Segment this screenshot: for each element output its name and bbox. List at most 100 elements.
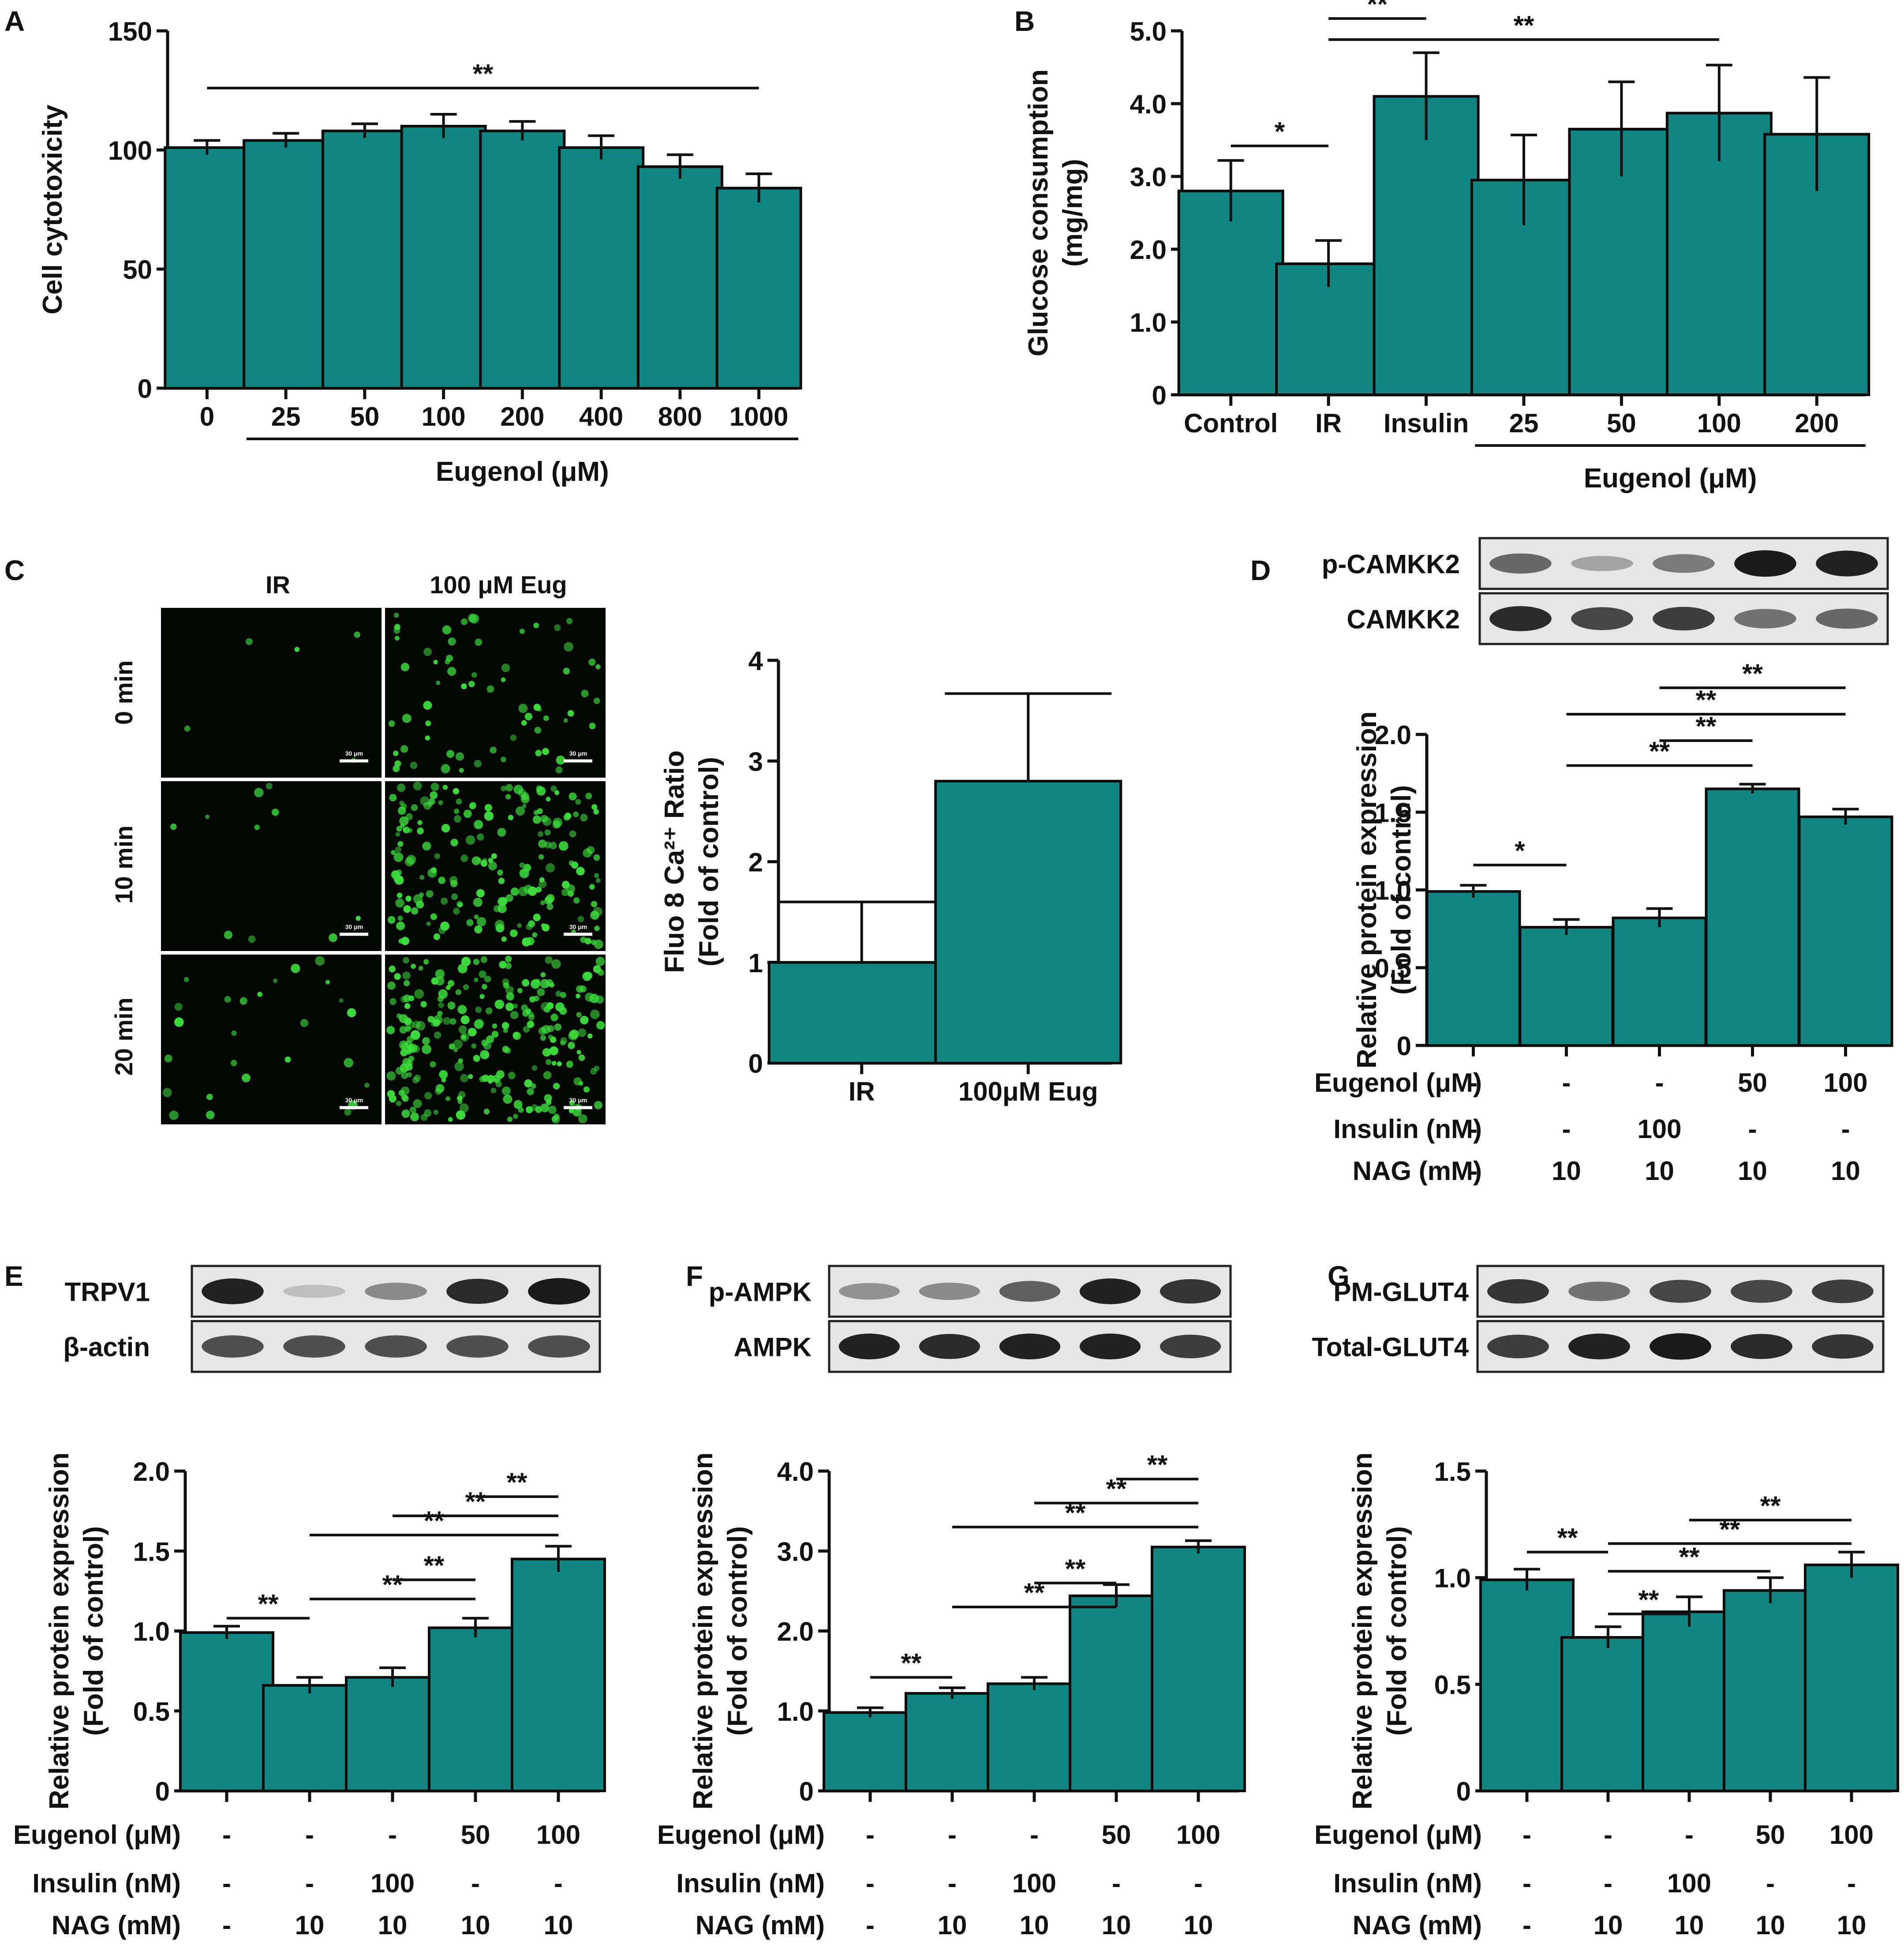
fluorescent-cell xyxy=(485,1007,493,1015)
fluorescent-cell xyxy=(594,940,603,949)
fluorescent-cell xyxy=(434,853,441,859)
condition-label: Eugenol (μM) xyxy=(1314,1068,1482,1097)
fluorescent-cell xyxy=(593,697,600,704)
condition-value: - xyxy=(554,1869,563,1898)
fluorescent-cell xyxy=(546,903,554,910)
fluorescent-cell xyxy=(400,663,410,671)
fluorescent-cell xyxy=(420,796,430,806)
y-axis-label-line: (Fold of control) xyxy=(722,1526,753,1736)
fluorescent-cell xyxy=(425,720,431,726)
fluorescent-cell xyxy=(426,921,431,926)
fluorescent-cell xyxy=(442,784,448,790)
x-tick-label: 1000 xyxy=(729,402,788,431)
blot-band xyxy=(1568,1281,1630,1301)
fluorescent-cell xyxy=(501,1022,509,1030)
fluorescent-cell xyxy=(519,862,525,868)
condition-value: - xyxy=(1112,1869,1121,1898)
fluorescent-cell xyxy=(354,631,360,638)
fluorescent-cell xyxy=(544,829,551,836)
fluorescent-cell xyxy=(550,1014,558,1022)
condition-value: 100 xyxy=(1637,1114,1681,1144)
fluorescent-cell xyxy=(539,880,547,888)
fluorescent-cell xyxy=(393,874,402,883)
condition-label: Eugenol (μM) xyxy=(13,1820,181,1850)
fluorescent-cell xyxy=(522,804,527,809)
fluorescent-cell xyxy=(543,715,549,721)
fluorescent-cell xyxy=(594,925,600,931)
blot-band xyxy=(1079,1333,1141,1359)
fluorescent-cell xyxy=(266,783,273,790)
fluorescent-cell xyxy=(520,629,525,634)
fluorescent-cell xyxy=(531,979,540,989)
fluorescent-cell xyxy=(546,1099,552,1105)
fluorescent-cell xyxy=(508,1071,516,1079)
fluorescent-cell xyxy=(526,937,535,946)
fluorescent-cell xyxy=(501,677,506,682)
fluorescent-cell xyxy=(535,749,542,756)
panel-label-A: A xyxy=(4,5,25,37)
fluorescent-cell xyxy=(579,1081,584,1086)
fluorescent-cell xyxy=(553,817,562,828)
fluorescent-cell xyxy=(535,1106,542,1113)
blot-band xyxy=(1653,554,1715,573)
fluorescent-cell xyxy=(503,982,509,989)
fluorescent-cell xyxy=(479,970,486,978)
fluorescent-cell xyxy=(488,858,494,863)
bar xyxy=(1151,1546,1246,1792)
condition-value: 10 xyxy=(1594,1910,1623,1940)
fluorescent-cell xyxy=(542,1048,551,1057)
condition-value: 100 xyxy=(1012,1869,1056,1898)
condition-value: 100 xyxy=(1176,1820,1220,1850)
condition-value: - xyxy=(1841,1114,1850,1144)
fluorescent-cell xyxy=(414,989,424,999)
fluorescent-cell xyxy=(491,853,497,859)
fluorescent-cell xyxy=(503,1028,508,1033)
condition-value: - xyxy=(1604,1869,1612,1898)
blot-band xyxy=(1653,607,1715,631)
fluorescent-cell xyxy=(205,814,210,819)
fluorescent-cell xyxy=(518,704,528,713)
fluorescent-cell xyxy=(440,921,449,931)
blot-label: p-CAMKK2 xyxy=(1322,550,1460,579)
fluorescent-cell xyxy=(394,973,401,980)
fluorescent-cell xyxy=(393,612,399,618)
condition-value: - xyxy=(305,1869,314,1898)
fluorescent-cell xyxy=(403,905,411,913)
fluorescent-cell xyxy=(498,877,505,884)
fluorescent-cell xyxy=(595,664,601,670)
fluorescent-cell xyxy=(474,914,479,920)
condition-value: - xyxy=(305,1820,314,1850)
fluorescent-cell xyxy=(396,1067,404,1075)
fluorescent-cell xyxy=(576,1050,581,1055)
fluorescent-cell xyxy=(413,894,423,904)
x-tick-label: Control xyxy=(1184,408,1278,438)
fluorescent-cell xyxy=(567,890,574,897)
bar xyxy=(321,129,408,389)
y-tick-label: 5.0 xyxy=(1130,17,1167,46)
bar xyxy=(1612,916,1707,1047)
y-axis-label-line: (Fold of control) xyxy=(79,1526,109,1736)
condition-value: - xyxy=(1604,1820,1612,1850)
y-axis-label-line: Relative protein expression xyxy=(688,1453,718,1810)
fluorescent-cell xyxy=(448,1117,453,1122)
fluorescent-cell xyxy=(486,685,494,693)
y-tick-label: 0 xyxy=(1456,1777,1471,1806)
condition-value: 10 xyxy=(1020,1910,1049,1940)
blot-band xyxy=(1731,1280,1792,1303)
fluorescent-cell xyxy=(508,815,514,820)
scale-bar-label: 30 μm xyxy=(569,923,587,930)
fluorescent-cell xyxy=(482,984,487,990)
fluorescent-cell xyxy=(417,820,423,825)
condition-label: Eugenol (μM) xyxy=(657,1820,825,1850)
fluorescent-cell xyxy=(541,923,546,928)
x-tick-label: IR xyxy=(849,1077,875,1106)
condition-value: 10 xyxy=(1675,1910,1704,1940)
fluorescent-cell xyxy=(461,618,468,625)
y-tick-label: 3.0 xyxy=(777,1537,814,1566)
fluorescent-cell xyxy=(456,901,463,908)
fluorescent-cell xyxy=(493,1075,501,1083)
fluorescent-cell xyxy=(409,1106,416,1114)
significance-label: ** xyxy=(1696,711,1717,741)
fluorescent-cell xyxy=(584,937,591,944)
fluorescent-cell xyxy=(419,875,425,880)
